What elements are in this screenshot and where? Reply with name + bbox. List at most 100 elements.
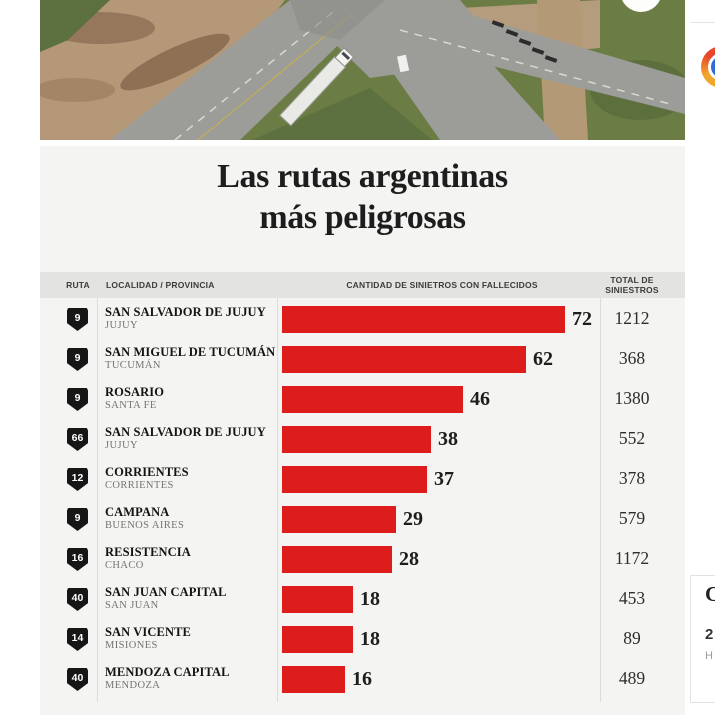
total-value: 552	[618, 428, 646, 448]
route-shield-icon: 14	[67, 628, 88, 651]
locality-block: SAN JUAN CAPITAL SAN JUAN	[105, 585, 227, 612]
bar	[282, 466, 427, 493]
province-name: BUENOS AIRES	[105, 520, 185, 532]
header-ruta: RUTA	[66, 280, 90, 290]
bar-value: 28	[399, 548, 419, 570]
locality-name: SAN MIGUEL DE TUCUMÁN	[105, 345, 276, 359]
table-row: 40 SAN JUAN CAPITAL SAN JUAN 18 453	[40, 580, 685, 620]
route-shield-icon: 40	[67, 588, 88, 611]
locality-block: SAN VICENTE MISIONES	[105, 625, 191, 652]
bar-value: 18	[360, 628, 380, 650]
bar-value: 38	[438, 428, 458, 450]
table-row: 12 CORRIENTES CORRIENTES 37 378	[40, 460, 685, 500]
province-name: MISIONES	[105, 640, 158, 652]
locality-name: CORRIENTES	[105, 465, 189, 479]
province-name: MENDOZA	[105, 680, 161, 692]
bar-wrap: 18	[282, 626, 380, 653]
bar-wrap: 37	[282, 466, 454, 493]
horizontal-divider	[690, 22, 715, 23]
route-badge-number: 9	[74, 311, 81, 324]
site-logo-icon[interactable]	[701, 46, 715, 88]
locality-name: SAN JUAN CAPITAL	[105, 585, 227, 599]
total-value: 1172	[614, 548, 650, 568]
locality-name: SAN SALVADOR DE JUJUY	[105, 425, 266, 439]
column-divider	[600, 298, 601, 702]
bar-wrap: 62	[282, 346, 553, 373]
province-name: SAN JUAN	[105, 600, 159, 612]
bar-value: 72	[572, 308, 592, 330]
table-row: 40 MENDOZA CAPITAL MENDOZA 16 489	[40, 660, 685, 700]
locality-name: MENDOZA CAPITAL	[105, 665, 230, 679]
route-shield-icon: 9	[67, 388, 88, 411]
bar-wrap: 46	[282, 386, 490, 413]
next-article-card[interactable]: C 2 H	[690, 575, 715, 703]
hero-photo-highway-intersection	[40, 0, 685, 140]
route-badge-number: 9	[74, 351, 81, 364]
table-row: 9 SAN MIGUEL DE TUCUMÁN TUCUMÁN 62 368	[40, 340, 685, 380]
table-row: 9 ROSARIO SANTA FE 46 1380	[40, 380, 685, 420]
province-name: JUJUY	[105, 320, 138, 332]
table-row: 16 RESISTENCIA CHACO 28 1172	[40, 540, 685, 580]
locality-block: MENDOZA CAPITAL MENDOZA	[105, 665, 230, 692]
table-header: RUTA LOCALIDAD / PROVINCIA CANTIDAD DE S…	[40, 272, 685, 298]
route-badge-number: 66	[71, 431, 84, 444]
bar	[282, 506, 396, 533]
locality-name: SAN SALVADOR DE JUJUY	[105, 305, 266, 319]
title-line-1: Las rutas argentinas	[217, 158, 508, 195]
route-shield-icon: 9	[67, 348, 88, 371]
car	[395, 53, 411, 74]
locality-block: SAN SALVADOR DE JUJUY JUJUY	[105, 425, 266, 452]
locality-block: CORRIENTES CORRIENTES	[105, 465, 189, 492]
guardrail-barriers	[491, 20, 558, 63]
province-name: JUJUY	[105, 440, 138, 452]
table-row: 9 SAN SALVADOR DE JUJUY JUJUY 72 1212	[40, 300, 685, 340]
next-article-headline-fragment: C	[705, 582, 715, 606]
bar	[282, 306, 565, 333]
route-shield-icon: 40	[67, 668, 88, 691]
bar	[282, 346, 526, 373]
next-article-meta-fragment: H	[705, 650, 713, 662]
province-name: SANTA FE	[105, 400, 157, 412]
site-logo-inner	[708, 53, 715, 81]
route-badge-number: 16	[71, 551, 84, 564]
bar-wrap: 29	[282, 506, 423, 533]
header-localidad-provincia: LOCALIDAD / PROVINCIA	[106, 280, 215, 290]
locality-name: ROSARIO	[105, 385, 165, 399]
total-value: 489	[618, 668, 646, 688]
header-cantidad-siniestros: CANTIDAD DE SINIETROS CON FALLECIDOS	[346, 280, 538, 290]
floating-button[interactable]	[620, 0, 662, 12]
header-total-siniestros: TOTAL DE SINIESTROS	[605, 274, 659, 295]
route-badge-number: 40	[71, 591, 84, 604]
column-divider	[97, 298, 98, 702]
province-name: TUCUMÁN	[105, 360, 161, 372]
route-badge-number: 9	[74, 391, 81, 404]
bar	[282, 426, 431, 453]
table-row: 14 SAN VICENTE MISIONES 18 89	[40, 620, 685, 660]
locality-name: CAMPANA	[105, 505, 170, 519]
route-shield-icon: 16	[67, 548, 88, 571]
route-shield-icon: 66	[67, 428, 88, 451]
route-shield-icon: 12	[67, 468, 88, 491]
total-value: 1212	[614, 308, 650, 328]
bar-value: 29	[403, 508, 423, 530]
locality-block: CAMPANA BUENOS AIRES	[105, 505, 184, 532]
locality-block: ROSARIO SANTA FE	[105, 385, 164, 412]
route-shield-icon: 9	[67, 508, 88, 531]
total-value: 579	[618, 508, 646, 528]
total-value: 368	[618, 348, 646, 368]
table-rows: 9 SAN SALVADOR DE JUJUY JUJUY 72 1212 9 …	[40, 300, 685, 700]
bar-wrap: 72	[282, 306, 592, 333]
bar-wrap: 18	[282, 586, 380, 613]
locality-block: RESISTENCIA CHACO	[105, 545, 191, 572]
bar-value: 18	[360, 588, 380, 610]
column-divider	[277, 298, 278, 702]
route-badge-number: 40	[71, 671, 84, 684]
bar	[282, 626, 353, 653]
total-value: 453	[618, 588, 646, 608]
table-row: 9 CAMPANA BUENOS AIRES 29 579	[40, 500, 685, 540]
aerial-photo-illustration	[40, 0, 685, 140]
route-badge-number: 14	[71, 631, 84, 644]
title-line-2: más peligrosas	[259, 199, 466, 237]
bar	[282, 386, 463, 413]
province-name: CORRIENTES	[105, 480, 174, 492]
